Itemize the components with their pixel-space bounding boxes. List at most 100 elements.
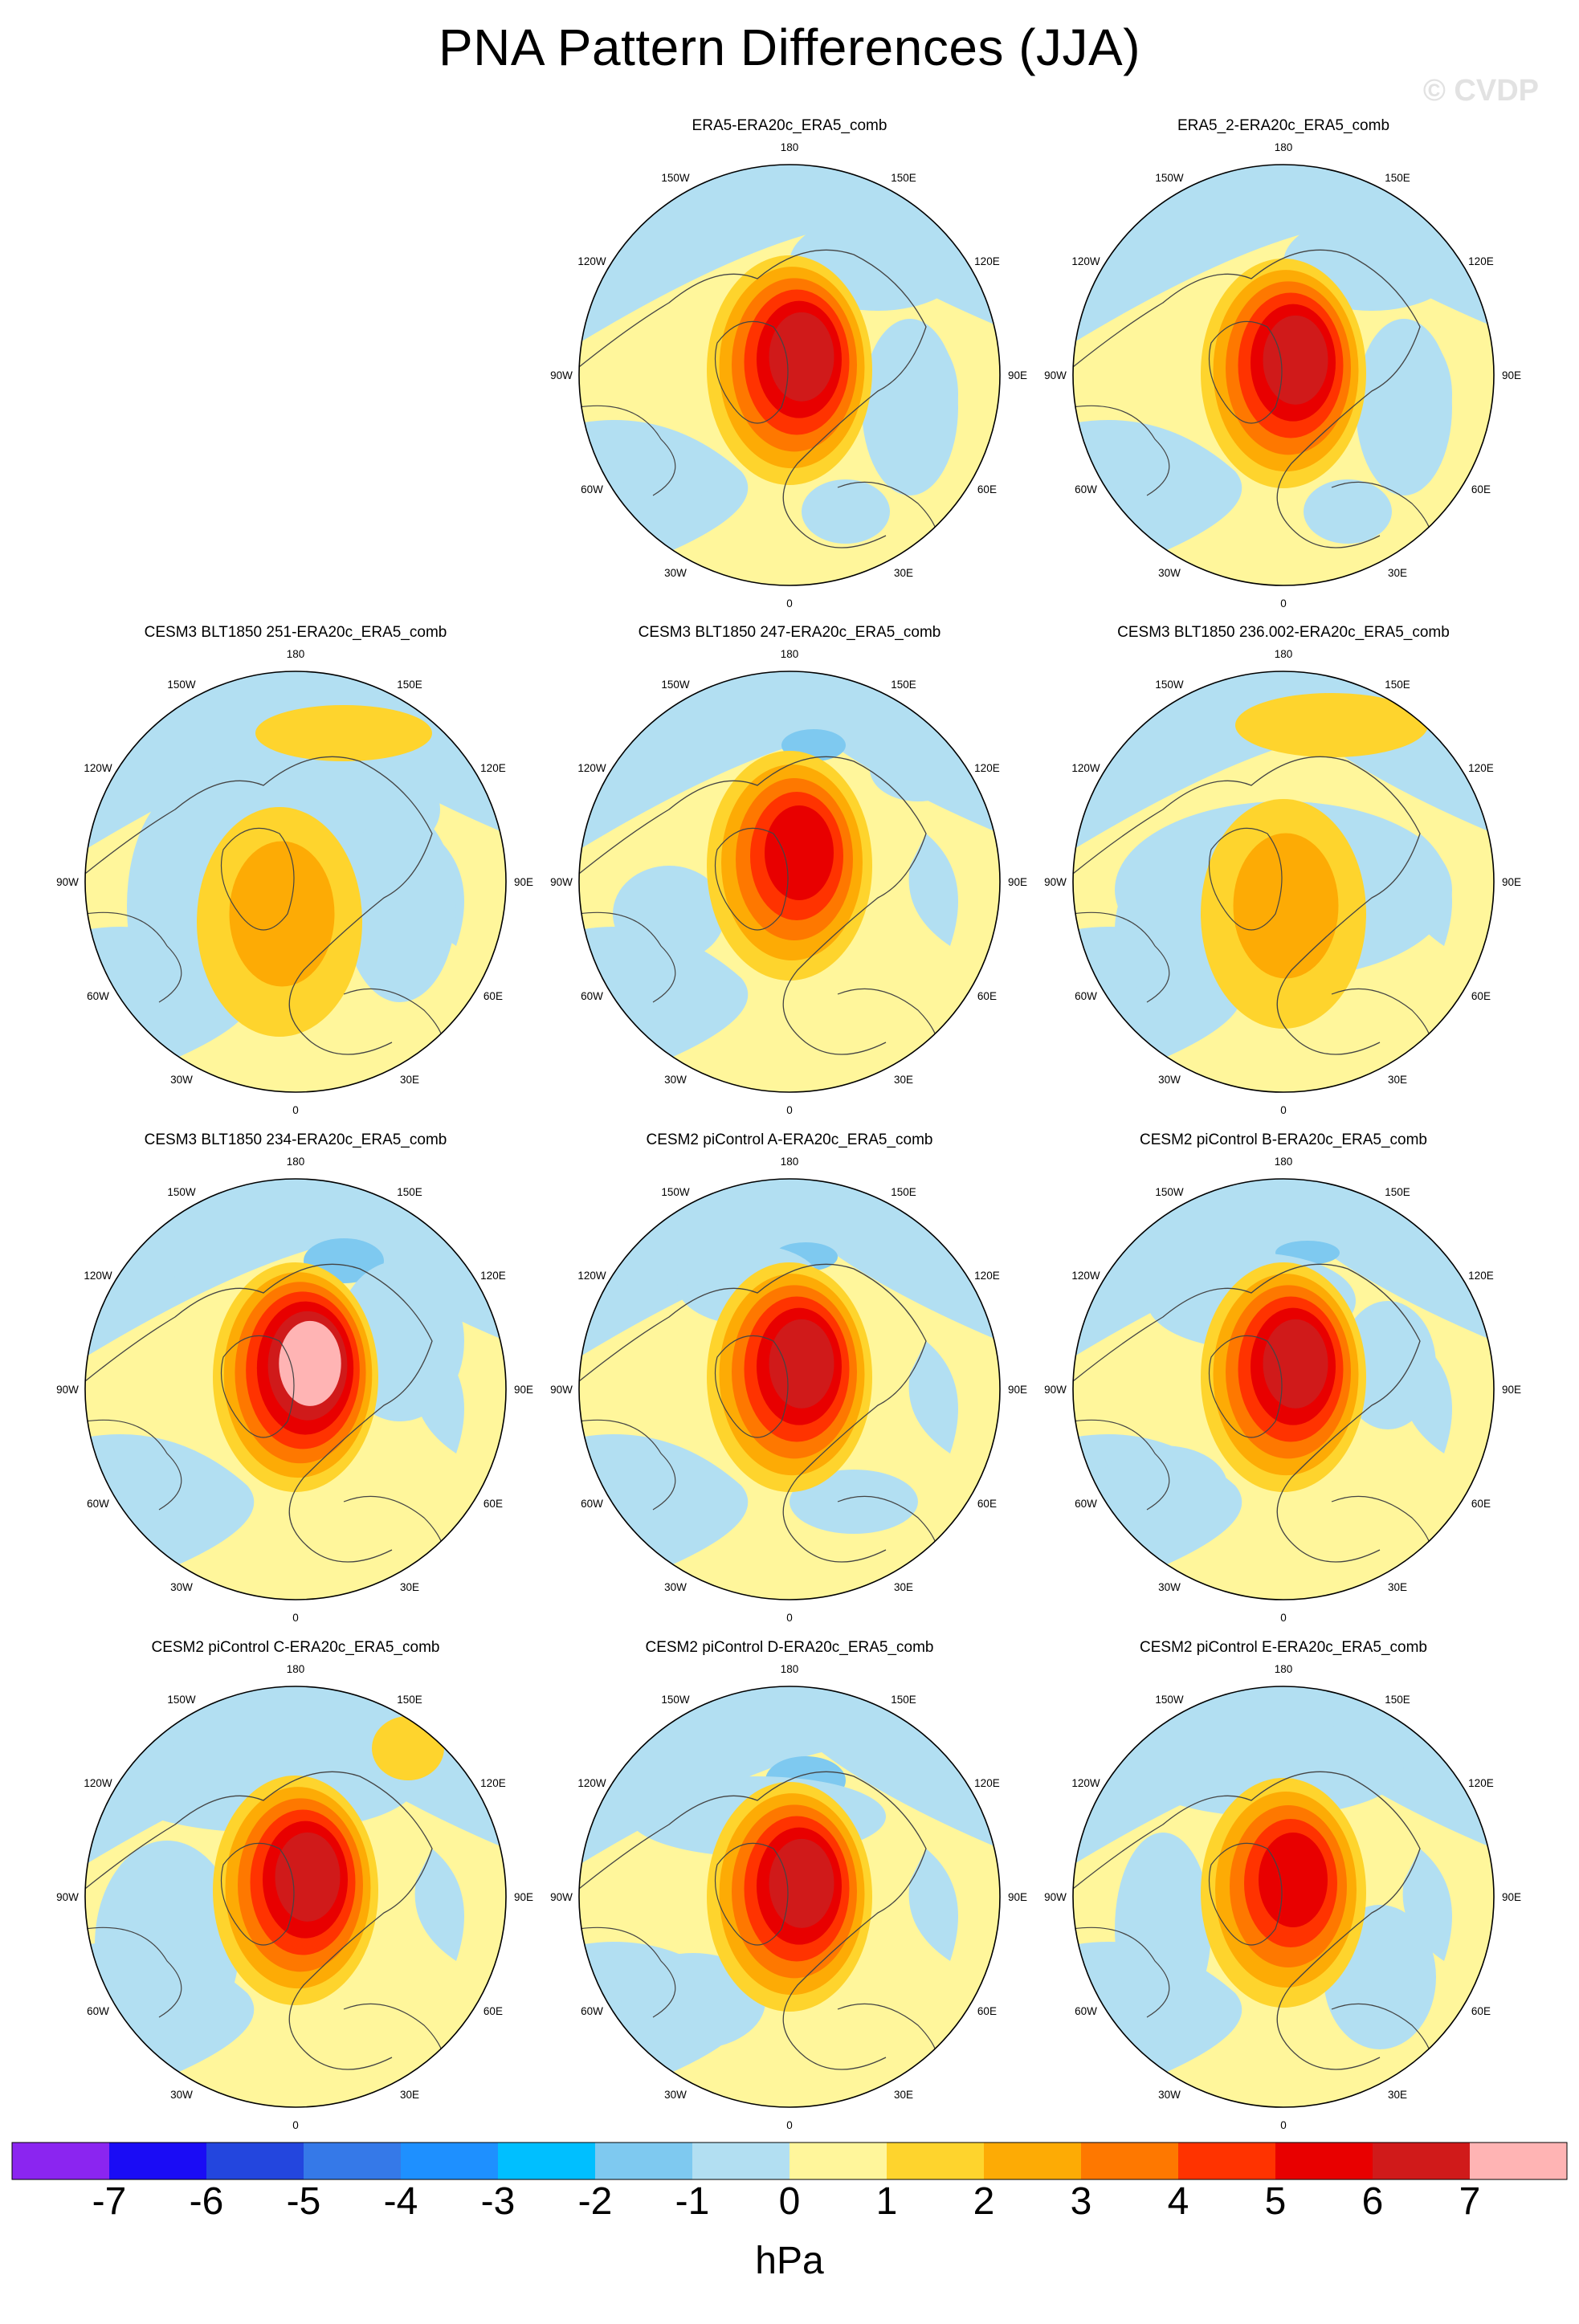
longitude-label: 90W: [550, 369, 573, 381]
longitude-label: 90W: [550, 876, 573, 888]
contour-negative-region: [908, 1849, 958, 1961]
longitude-label: 60W: [581, 2005, 603, 2017]
longitude-label: 120E: [1468, 1777, 1494, 1789]
map-panel: 180 150E 120E 90E 60E 30E 0 30W 60W 90W 120W 150W: [56, 648, 533, 1116]
longitude-label: 120E: [1468, 255, 1494, 267]
longitude-label: 150E: [1385, 679, 1410, 691]
contour-negative-region: [579, 165, 1000, 343]
longitude-label: 180: [287, 1663, 305, 1675]
longitude-label: 150E: [891, 1186, 916, 1198]
colorbar-segment: [984, 2143, 1081, 2179]
longitude-label: 150W: [1155, 172, 1184, 184]
longitude-label: 180: [1275, 1663, 1293, 1675]
panel-title: CESM3 BLT1850 247-ERA20c_ERA5_comb: [638, 624, 941, 641]
longitude-label: 90W: [56, 1384, 79, 1396]
greenland-coastline: [220, 827, 295, 931]
longitude-label: 0: [1280, 1612, 1287, 1624]
colorbar-tick-label: 5: [1264, 2180, 1287, 2223]
longitude-label: 60W: [87, 2005, 109, 2017]
greenland-coastline: [714, 827, 789, 931]
colorbar-segment: [595, 2143, 692, 2179]
map-boundary: [84, 671, 507, 1093]
longitude-label: 150E: [891, 172, 916, 184]
longitude-label: 120E: [480, 1777, 506, 1789]
longitude-label: 90W: [1044, 1891, 1067, 1903]
map-boundary: [84, 1686, 507, 2108]
panel-title: ERA5-ERA20c_ERA5_comb: [692, 117, 887, 134]
america-coastline: [1073, 405, 1170, 496]
greenland-coastline: [1209, 827, 1283, 931]
longitude-label: 60E: [483, 990, 503, 1002]
contour-level-6: [769, 1319, 834, 1409]
longitude-label: 150W: [661, 1694, 690, 1706]
contour-blob: [1099, 1445, 1227, 1526]
longitude-label: 180: [781, 141, 799, 153]
longitude-label: 150W: [661, 679, 690, 691]
longitude-label: 30W: [664, 567, 687, 579]
contour-blob: [1356, 319, 1452, 495]
contour-negative-region: [908, 834, 958, 946]
longitude-label: 150E: [891, 1694, 916, 1706]
contour-blob: [1304, 479, 1392, 544]
america-coastline: [1073, 911, 1170, 1003]
contour-level-5: [765, 805, 834, 900]
panel-title: CESM3 BLT1850 234-ERA20c_ERA5_comb: [144, 1131, 447, 1148]
longitude-label: 120W: [1071, 762, 1100, 774]
longitude-label: 60E: [1471, 1498, 1491, 1510]
longitude-label: 90E: [514, 876, 533, 888]
longitude-label: 0: [1280, 597, 1287, 610]
longitude-label: 120W: [577, 762, 606, 774]
longitude-label: 0: [786, 2119, 793, 2131]
longitude-label: 180: [1275, 648, 1293, 660]
longitude-label: 180: [781, 1156, 799, 1168]
longitude-label: 150W: [1155, 679, 1184, 691]
colorbar-tick-label: 0: [778, 2180, 801, 2223]
colorbar-segment: [692, 2143, 790, 2179]
longitude-label: 30E: [1388, 1581, 1407, 1593]
america-coastline: [85, 911, 182, 1003]
america-coastline: [1073, 1926, 1170, 2018]
colorbar-segment: [109, 2143, 206, 2179]
america-coastline: [85, 1926, 182, 2018]
colorbar-tick-label: 3: [1070, 2180, 1092, 2223]
contour-negative-region: [1073, 1179, 1494, 1357]
longitude-label: 30E: [1388, 1074, 1407, 1086]
map-boundary: [1072, 1178, 1495, 1600]
longitude-label: 120E: [1468, 762, 1494, 774]
america-coastline: [579, 1419, 676, 1511]
longitude-label: 60W: [87, 1498, 109, 1510]
america-coastline: [579, 405, 676, 496]
longitude-label: 60W: [1075, 990, 1097, 1002]
america-coastline: [579, 911, 676, 1003]
coastline: [1073, 756, 1421, 1055]
longitude-label: 150W: [167, 1186, 196, 1198]
contour-blob: [255, 705, 432, 761]
colorbar-tick-label: -6: [189, 2180, 224, 2223]
america-coastline: [85, 1419, 182, 1511]
contour-level-6: [769, 312, 834, 402]
longitude-label: 30E: [1388, 567, 1407, 579]
longitude-label: 150E: [397, 679, 422, 691]
longitude-label: 90E: [1502, 876, 1521, 888]
contour-level-6: [1263, 1319, 1328, 1409]
map-panel: 180 150E 120E 90E 60E 30E 0 30W 60W 90W 120W 150W: [56, 1156, 533, 1624]
longitude-label: 120W: [84, 1270, 112, 1282]
map-panel: 180 150E 120E 90E 60E 30E 0 30W 60W 90W 120W 150W: [56, 1663, 533, 2131]
longitude-label: 60W: [581, 990, 603, 1002]
longitude-label: 30E: [894, 1581, 913, 1593]
longitude-label: 90W: [1044, 1384, 1067, 1396]
contour-blob: [344, 809, 456, 1002]
longitude-label: 60W: [581, 1498, 603, 1510]
longitude-label: 150E: [1385, 1694, 1410, 1706]
coastline: [1073, 249, 1421, 548]
longitude-label: 150W: [167, 679, 196, 691]
contour-blob: [1131, 1720, 1404, 1816]
contour-level-7: [279, 1320, 341, 1406]
map-boundary: [1072, 671, 1495, 1093]
longitude-label: 120E: [1468, 1270, 1494, 1282]
longitude-label: 60E: [977, 483, 997, 495]
longitude-label: 0: [292, 2119, 299, 2131]
longitude-label: 120W: [1071, 1777, 1100, 1789]
contour-blob: [95, 1841, 239, 2049]
longitude-label: 90W: [1044, 876, 1067, 888]
